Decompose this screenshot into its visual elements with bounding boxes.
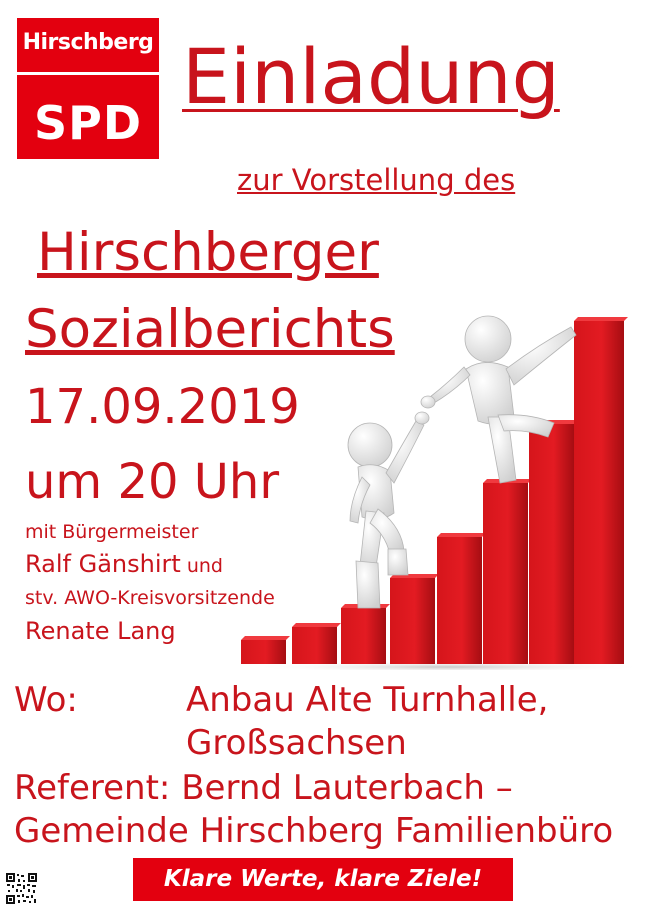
stairs-figures-illustration xyxy=(241,315,638,670)
bar-2 xyxy=(292,623,341,664)
spd-logo: Hirschberg SPD xyxy=(17,18,159,159)
mayor-line: Ralf Gänshirt und xyxy=(25,549,223,579)
logo-party: SPD xyxy=(33,96,143,150)
page-title: Einladung xyxy=(182,32,560,121)
location-label: Wo: xyxy=(14,680,78,720)
logo-divider xyxy=(17,72,159,75)
subtitle: zur Vorstellung des xyxy=(237,163,516,197)
awo-role: stv. AWO-Kreisvorsitzende xyxy=(25,587,275,609)
mayor-name: Ralf Gänshirt xyxy=(25,550,181,578)
bar-3 xyxy=(341,604,390,664)
bar-6 xyxy=(483,479,532,664)
event-time: um 20 Uhr xyxy=(25,454,280,510)
slogan-text: Klare Werte, klare Ziele! xyxy=(163,866,483,892)
heading-line-1: Hirschberger xyxy=(37,222,379,283)
mayor-suffix: und xyxy=(180,555,223,577)
bar-1 xyxy=(241,636,290,664)
guests-intro: mit Bürgermeister xyxy=(25,521,199,543)
event-date: 17.09.2019 xyxy=(25,379,300,435)
climbing-figure xyxy=(347,411,430,609)
speaker-line-2: Gemeinde Hirschberg Familienbüro xyxy=(14,811,614,851)
awo-name: Renate Lang xyxy=(25,617,176,645)
logo-city: Hirschberg xyxy=(22,30,154,55)
location-line-1: Anbau Alte Turnhalle, xyxy=(186,680,549,720)
bar-7 xyxy=(529,420,578,664)
qr-code-icon xyxy=(5,872,38,905)
location-line-2: Großsachsen xyxy=(186,723,407,763)
slogan-banner: Klare Werte, klare Ziele! xyxy=(133,858,513,901)
bar-4 xyxy=(390,574,439,664)
bar-5 xyxy=(437,533,486,664)
speaker-line-1: Referent: Bernd Lauterbach – xyxy=(14,768,513,808)
helping-figure xyxy=(420,315,577,484)
heading-line-2: Sozialberichts xyxy=(25,299,395,360)
bar-8 xyxy=(574,317,628,664)
